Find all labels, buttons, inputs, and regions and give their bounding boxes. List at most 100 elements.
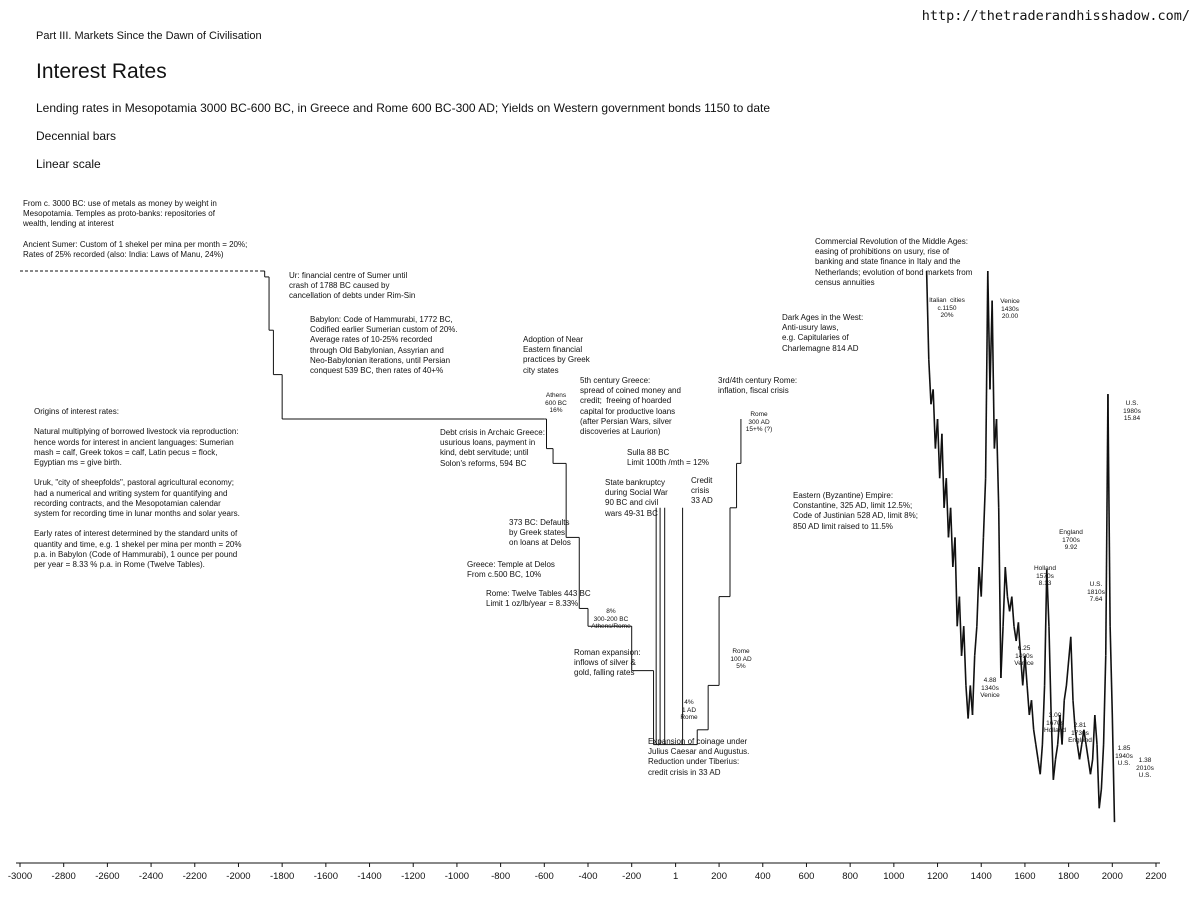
x-tick-label: -600 <box>535 871 554 882</box>
x-tick-label: 2000 <box>1102 871 1123 882</box>
annotation-holland-1570: Holland 1570s 8.13 <box>1033 565 1057 588</box>
x-tick-label: 400 <box>755 871 771 882</box>
bond-yield-bar <box>1089 759 1094 775</box>
x-tick-label: 1 <box>673 871 678 882</box>
bond-yield-bar <box>1072 700 1076 730</box>
bond-yield-bar <box>980 537 985 597</box>
x-tick-label: -1800 <box>270 871 294 882</box>
bond-yield-bar <box>1098 788 1103 809</box>
annotation-holland-1670: 3.00 1670s Holland <box>1043 712 1067 735</box>
bond-yield-bar <box>1078 744 1083 760</box>
bond-yield-bar <box>1043 569 1048 686</box>
annotation-us-1810: U.S. 1810s 7.64 <box>1087 581 1105 604</box>
bond-yield-bar <box>962 626 967 686</box>
chart-title: Interest Rates <box>36 60 167 83</box>
annotation-rome-1ad: 4% 1 AD Rome <box>680 699 698 722</box>
annotation-italian-cities: Italian cities c.1150 20% <box>929 297 965 320</box>
bond-yield-bar <box>1085 744 1090 760</box>
annotation-defaults: 373 BC: Defaults by Greek states on loan… <box>509 518 571 548</box>
x-tick-label: 1000 <box>883 871 904 882</box>
annotation-roman-expansion: Roman expansion: inflows of silver & gol… <box>574 648 641 678</box>
bond-yield-bar <box>986 270 991 390</box>
annotation-england-1700: England 1700s 9.92 <box>1059 529 1083 552</box>
annotation-delos: Greece: Temple at Delos From c.500 BC, 1… <box>467 560 555 580</box>
x-tick-label: 600 <box>799 871 815 882</box>
part-heading: Part III. Markets Since the Dawn of Civi… <box>36 30 262 42</box>
bars-note: Decennial bars <box>36 129 117 143</box>
bond-yield-bar <box>976 566 980 627</box>
annotation-origins: Origins of interest rates: Natural multi… <box>34 407 242 570</box>
x-tick-label: 2200 <box>1145 871 1166 882</box>
annotation-england-1730: 2.81 1730s England <box>1068 722 1092 745</box>
annotation-venice-1430: Venice 1430s 20.00 <box>1000 298 1020 321</box>
bond-yield-bar <box>1111 714 1116 823</box>
x-tick-label: -1200 <box>401 871 425 882</box>
annotation-byzantine: Eastern (Byzantine) Empire: Constantine,… <box>793 491 918 531</box>
bond-yield-bar <box>1000 626 1004 679</box>
bond-yield-bar <box>949 507 954 568</box>
bond-yield-bar <box>1041 685 1046 745</box>
annotation-near-eastern: Adoption of Near Eastern financial pract… <box>523 335 590 375</box>
bond-yield-bar <box>984 270 989 479</box>
bond-yield-bar <box>1065 636 1072 686</box>
bond-yield-bar <box>1050 714 1055 780</box>
bond-yield-bar <box>1107 394 1111 627</box>
bond-yield-bar <box>1030 700 1035 730</box>
bond-yield-bar <box>1070 636 1074 701</box>
x-tick-label: -2800 <box>52 871 76 882</box>
bond-yield-bar <box>1091 714 1096 760</box>
x-tick-label: -1600 <box>314 871 338 882</box>
bond-yield-bar <box>991 300 996 449</box>
bond-yield-bar <box>1094 714 1098 745</box>
annotation-babylon: Babylon: Code of Hammurabi, 1772 BC, Cod… <box>310 315 458 376</box>
bond-yield-bar <box>971 655 976 716</box>
bond-yield-bar <box>1063 685 1068 701</box>
bond-yield-bar <box>958 596 963 656</box>
annotation-twelve-tables: Rome: Twelve Tables 443 BC Limit 1 oz/lb… <box>486 589 591 609</box>
bond-yield-bar <box>1011 596 1015 627</box>
annotation-us-1980: U.S. 1980s 15.84 <box>1123 400 1141 423</box>
x-tick-label: -2400 <box>139 871 163 882</box>
annotation-greece-5th: 5th century Greece: spread of coined mon… <box>580 376 681 437</box>
bond-yield-bar <box>1102 655 1107 745</box>
annotation-sulla: Sulla 88 BC Limit 100th /mth = 12% <box>627 448 710 468</box>
x-tick-label: -3000 <box>8 871 32 882</box>
bond-yield-bar <box>936 418 941 479</box>
annotation-venice-1490: 6.25 1490s Venice <box>1014 645 1034 668</box>
annotation-debt-crisis: Debt crisis in Archaic Greece: usurious … <box>440 428 545 468</box>
bond-yield-bar <box>945 478 950 538</box>
x-tick-label: -800 <box>491 871 510 882</box>
bond-yield-bar <box>941 433 945 508</box>
x-tick-label: -1400 <box>357 871 381 882</box>
annotation-credit-crisis: Credit crisis 33 AD <box>691 476 713 506</box>
bond-yield-bar <box>1004 566 1009 597</box>
annotation-ur-crash: Ur: financial centre of Sumer until cras… <box>289 271 416 301</box>
x-tick-label: 1400 <box>971 871 992 882</box>
x-tick-label: -1000 <box>445 871 469 882</box>
x-tick-label: -400 <box>578 871 597 882</box>
bond-yield-bar <box>982 478 987 538</box>
bond-yield-bar <box>1054 744 1059 760</box>
chart-subtitle: Lending rates in Mesopotamia 3000 BC-600… <box>36 101 770 115</box>
x-tick-label: 1600 <box>1014 871 1035 882</box>
x-tick-label: -2600 <box>95 871 119 882</box>
bond-yield-bar <box>1035 744 1039 760</box>
annotation-rome-300: Rome 300 AD 15+% (?) <box>745 411 773 434</box>
bond-yield-bar <box>1074 729 1079 745</box>
annotation-state-bankruptcy: State bankruptcy during Social War 90 BC… <box>605 478 668 518</box>
x-tick-label: 800 <box>842 871 858 882</box>
bond-yield-bar <box>932 389 937 449</box>
x-tick-label: 1800 <box>1058 871 1079 882</box>
annotation-dark-ages: Dark Ages in the West: Anti-usury laws, … <box>782 313 864 353</box>
bond-yield-bar <box>1017 622 1022 656</box>
annotation-coinage: Expansion of coinage under Julius Caesar… <box>648 737 750 777</box>
source-url[interactable]: http://thetraderandhisshadow.com/ <box>921 8 1190 24</box>
scale-note: Linear scale <box>36 157 101 171</box>
annotation-us-1940: 1.85 1940s U.S. <box>1115 745 1133 768</box>
bond-yield-bar <box>1032 729 1037 745</box>
bond-yield-bar <box>925 270 930 360</box>
bond-yield-bar <box>1039 744 1044 775</box>
bond-yield-bar <box>928 359 932 405</box>
bond-yield-bar <box>1100 744 1105 790</box>
